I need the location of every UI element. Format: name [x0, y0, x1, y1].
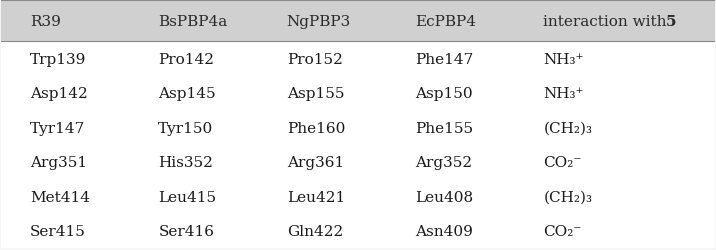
Text: Asp155: Asp155 — [286, 87, 344, 101]
Text: Ser416: Ser416 — [158, 224, 214, 238]
Text: His352: His352 — [158, 156, 213, 170]
Text: Phe160: Phe160 — [286, 121, 345, 135]
Text: (CH₂)₃: (CH₂)₃ — [543, 121, 592, 135]
Text: Arg351: Arg351 — [30, 156, 87, 170]
FancyBboxPatch shape — [1, 180, 715, 214]
FancyBboxPatch shape — [1, 146, 715, 180]
Text: Tyr150: Tyr150 — [158, 121, 213, 135]
Text: Ser415: Ser415 — [30, 224, 86, 238]
Text: Trp139: Trp139 — [30, 52, 87, 66]
Text: NH₃⁺: NH₃⁺ — [543, 52, 584, 66]
Text: interaction with: interaction with — [543, 15, 672, 29]
FancyBboxPatch shape — [1, 2, 715, 42]
FancyBboxPatch shape — [1, 111, 715, 146]
Text: R39: R39 — [30, 15, 61, 29]
Text: Leu421: Leu421 — [286, 190, 345, 204]
Text: Arg352: Arg352 — [415, 156, 472, 170]
Text: Pro152: Pro152 — [286, 52, 342, 66]
Text: Asp145: Asp145 — [158, 87, 216, 101]
Text: Asn409: Asn409 — [415, 224, 473, 238]
Text: CO₂⁻: CO₂⁻ — [543, 224, 582, 238]
Text: Leu408: Leu408 — [415, 190, 473, 204]
Text: EcPBP4: EcPBP4 — [415, 15, 476, 29]
Text: Pro142: Pro142 — [158, 52, 214, 66]
Text: Tyr147: Tyr147 — [30, 121, 85, 135]
Text: NH₃⁺: NH₃⁺ — [543, 87, 584, 101]
Text: (CH₂)₃: (CH₂)₃ — [543, 190, 592, 204]
Text: 5: 5 — [666, 15, 677, 29]
FancyBboxPatch shape — [1, 214, 715, 248]
Text: Phe155: Phe155 — [415, 121, 473, 135]
Text: Asp142: Asp142 — [30, 87, 87, 101]
Text: BsPBP4a: BsPBP4a — [158, 15, 228, 29]
Text: Phe147: Phe147 — [415, 52, 473, 66]
Text: CO₂⁻: CO₂⁻ — [543, 156, 582, 170]
FancyBboxPatch shape — [1, 76, 715, 111]
Text: Arg361: Arg361 — [286, 156, 344, 170]
Text: Leu415: Leu415 — [158, 190, 216, 204]
Text: Met414: Met414 — [30, 190, 90, 204]
Text: Asp150: Asp150 — [415, 87, 473, 101]
FancyBboxPatch shape — [1, 42, 715, 76]
Text: NgPBP3: NgPBP3 — [286, 15, 351, 29]
Text: Gln422: Gln422 — [286, 224, 343, 238]
